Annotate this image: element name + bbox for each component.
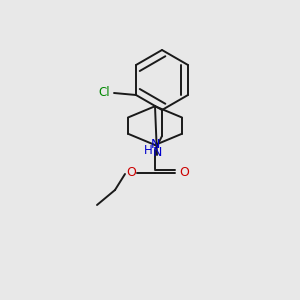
Text: N: N — [150, 139, 160, 152]
Text: O: O — [126, 167, 136, 179]
Text: H: H — [144, 145, 152, 158]
Text: N: N — [152, 146, 162, 158]
Text: Cl: Cl — [98, 86, 110, 100]
Text: O: O — [179, 166, 189, 178]
